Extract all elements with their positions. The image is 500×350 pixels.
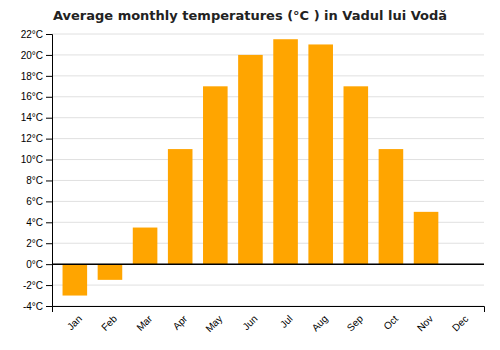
tick: 22°C: [21, 29, 52, 40]
grid-line: [52, 159, 484, 160]
tick-label: 2°C: [26, 238, 43, 249]
tick: Jul: [278, 313, 295, 330]
chart: Average monthly temperatures (°C ) in Va…: [0, 0, 500, 350]
y-axis: -4°C -2°C 0°C 2°C 4°C 6°C 8°C 10°C 12°C 14°C 16°C 1…: [21, 29, 53, 312]
tick-label: Nov: [415, 313, 435, 333]
tick: Apr: [171, 313, 190, 332]
tick-label: 18°C: [21, 71, 43, 82]
grid-line: [52, 117, 484, 118]
tick-label: 14°C: [21, 112, 43, 123]
bar: [203, 86, 228, 264]
axis-line: [46, 35, 53, 307]
tick-label: Oct: [381, 313, 400, 332]
tick-label: 22°C: [21, 29, 43, 40]
tick-mark: [46, 160, 52, 161]
grid-line: [52, 96, 484, 97]
tick-label: Dec: [450, 313, 470, 333]
bar: [238, 55, 263, 264]
tick-label: Apr: [171, 313, 190, 332]
bar: [168, 149, 193, 264]
tick-mark: [46, 264, 52, 265]
tick-label: Jun: [240, 313, 259, 332]
tick: Feb: [99, 313, 119, 333]
tick-mark: [46, 201, 52, 202]
bar: [308, 44, 333, 264]
tick-label: Feb: [99, 313, 119, 333]
tick-label: -2°C: [23, 280, 43, 291]
tick-mark: [46, 118, 52, 119]
tick: Jun: [240, 313, 259, 332]
tick-label: 0°C: [26, 259, 43, 270]
tick: 18°C: [21, 71, 52, 82]
tick: 12°C: [21, 133, 52, 144]
tick-mark: [46, 306, 52, 307]
bar: [379, 149, 404, 264]
tick: -2°C: [23, 280, 52, 291]
tick-mark: [46, 55, 52, 56]
plot: -4°C -2°C 0°C 2°C 4°C 6°C 8°C 10°C 12°C 14°C 16°C 1…: [21, 29, 485, 335]
tick-label: Sep: [345, 313, 366, 334]
grid-line: [52, 54, 484, 55]
tick-mark: [46, 180, 52, 181]
title: Average monthly temperatures (°C ) in Va…: [53, 8, 447, 23]
grid-line: [52, 201, 484, 202]
tick: 14°C: [21, 112, 52, 123]
bar: [414, 212, 439, 264]
axis-line: [53, 307, 485, 313]
tick: -4°C: [23, 301, 52, 312]
tick-label: 10°C: [21, 154, 43, 165]
tick-mark: [46, 34, 52, 35]
tick: Sep: [345, 313, 366, 334]
bar: [133, 228, 158, 265]
bar: [98, 264, 123, 280]
tick-label: Mar: [134, 313, 154, 333]
bar: [63, 264, 88, 295]
tick: 0°C: [26, 259, 52, 270]
tick-mark: [46, 97, 52, 98]
tick: Mar: [134, 313, 154, 333]
tick-mark: [46, 76, 52, 77]
tick-label: 16°C: [21, 91, 43, 102]
tick: Oct: [381, 313, 400, 332]
tick-label: -4°C: [23, 301, 43, 312]
bars: [63, 39, 439, 295]
grid-line: [52, 34, 484, 35]
zero-line: [52, 263, 484, 265]
grid-line: [52, 75, 484, 76]
tick-label: May: [203, 313, 224, 334]
grid: [52, 34, 484, 306]
grid-line: [52, 264, 484, 265]
tick-label: 12°C: [21, 133, 43, 144]
grid-line: [52, 285, 484, 286]
grid-line: [52, 138, 484, 139]
tick-label: Aug: [310, 313, 330, 333]
tick-label: 8°C: [26, 175, 43, 186]
tick-label: Jan: [65, 313, 84, 332]
tick: 2°C: [26, 238, 52, 249]
tick-label: 20°C: [21, 50, 43, 61]
tick: Jan: [65, 313, 84, 332]
tick-mark: [46, 243, 52, 244]
tick: Aug: [310, 313, 330, 333]
tick: Dec: [450, 313, 470, 333]
tick: Nov: [415, 313, 435, 333]
tick: 20°C: [21, 50, 52, 61]
tick: 6°C: [26, 196, 52, 207]
bar: [273, 39, 298, 264]
tick-label: Jul: [278, 313, 295, 330]
tick: 4°C: [26, 217, 52, 228]
tick: 10°C: [21, 154, 52, 165]
tick: 8°C: [26, 175, 52, 186]
tick-label: 4°C: [26, 217, 43, 228]
grid-line: [52, 180, 484, 181]
tick-mark: [46, 285, 52, 286]
tick: May: [203, 313, 224, 334]
bar: [344, 86, 369, 264]
tick-label: 6°C: [26, 196, 43, 207]
tick-mark: [46, 139, 52, 140]
tick: 16°C: [21, 91, 52, 102]
tick-mark: [46, 222, 52, 223]
x-axis: Jan Feb Mar Apr May Jun Jul Aug Sep Oct Nov Dec: [53, 307, 485, 335]
